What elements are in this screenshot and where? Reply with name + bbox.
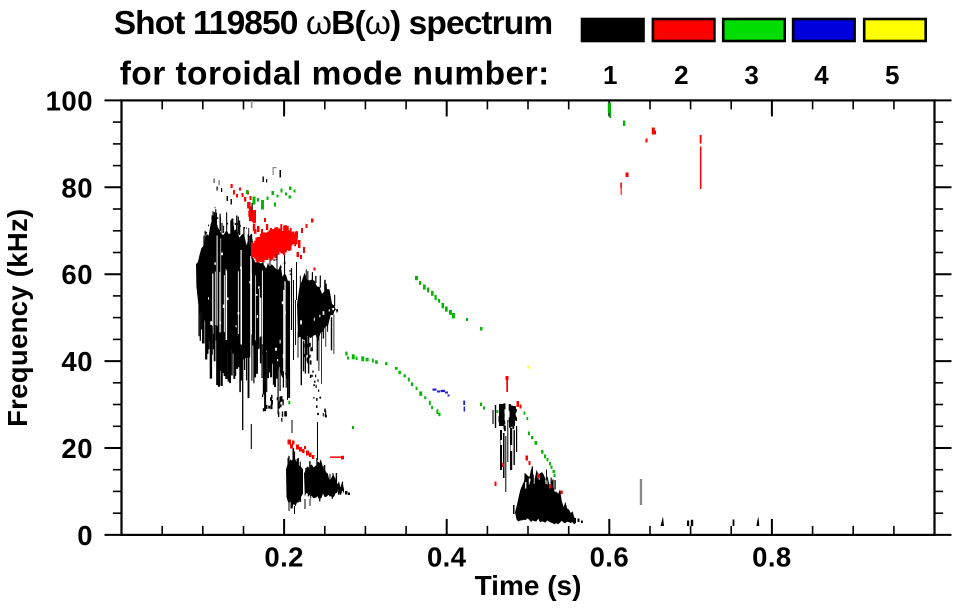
svg-text:1: 1 (603, 60, 617, 90)
svg-text:100: 100 (46, 85, 93, 116)
svg-text:0.6: 0.6 (590, 542, 629, 573)
svg-text:4: 4 (814, 60, 829, 90)
svg-text:40: 40 (61, 346, 93, 377)
svg-text:Frequency (kHz): Frequency (kHz) (2, 208, 33, 426)
svg-text:Time (s): Time (s) (475, 570, 582, 601)
svg-text:Shot 119850 ωB(ω) spectrum: Shot 119850 ωB(ω) spectrum (114, 5, 553, 42)
svg-text:20: 20 (61, 433, 93, 464)
svg-text:5: 5 (885, 60, 899, 90)
svg-text:80: 80 (61, 172, 93, 203)
svg-text:0.4: 0.4 (427, 542, 467, 573)
svg-text:3: 3 (744, 60, 758, 90)
svg-text:0: 0 (77, 520, 93, 551)
svg-text:60: 60 (61, 259, 93, 290)
svg-text:0.2: 0.2 (264, 542, 303, 573)
svg-text:for toroidal mode number:: for toroidal mode number: (120, 56, 550, 93)
svg-text:2: 2 (674, 60, 688, 90)
svg-text:0.8: 0.8 (752, 542, 791, 573)
